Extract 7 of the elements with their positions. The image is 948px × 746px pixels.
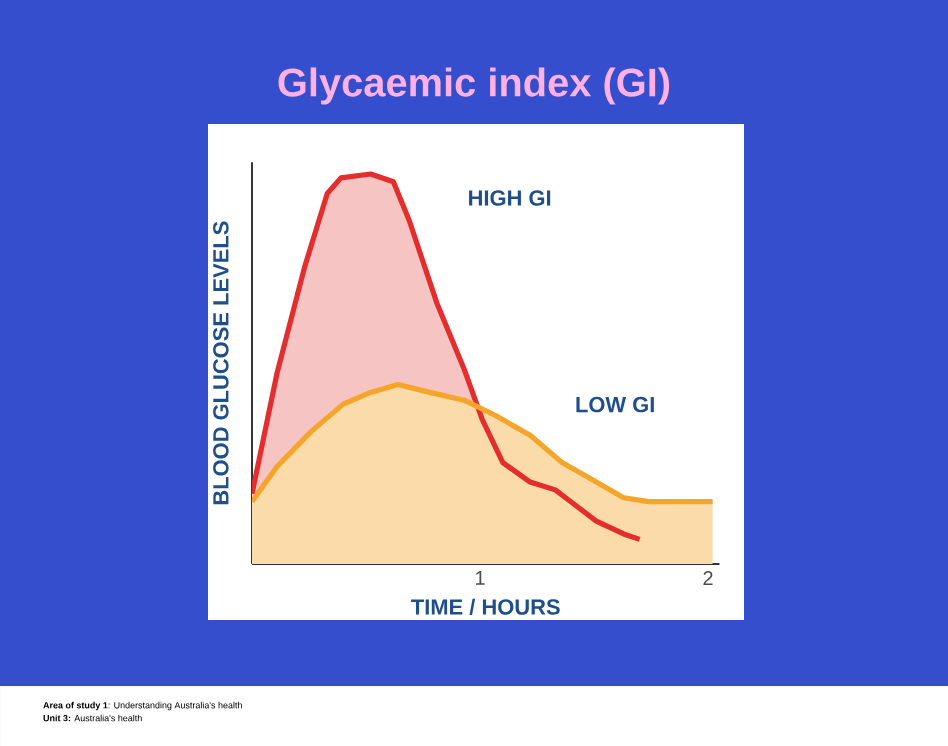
chart-title: Glycaemic index (GI) — [278, 67, 670, 105]
x-tick-label: 2 — [703, 571, 713, 585]
x-axis-title: TIME / HOURS — [411, 598, 560, 615]
x-tick-label: 1 — [476, 571, 485, 585]
y-axis-title: BLOOD GLUCOSE LEVELS — [213, 221, 229, 505]
text: HIGH GI — [469, 190, 551, 206]
text: LOW GI — [576, 396, 654, 413]
